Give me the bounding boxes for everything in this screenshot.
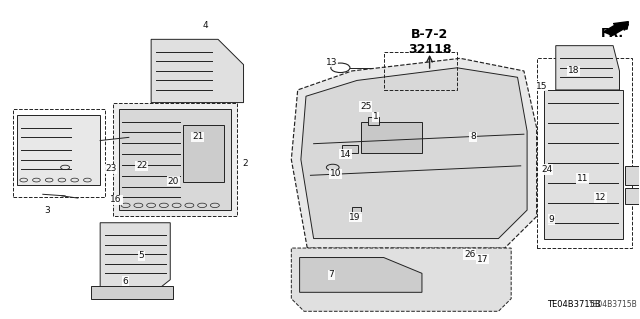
Text: 17: 17: [477, 255, 488, 263]
Polygon shape: [544, 90, 623, 239]
Text: 6: 6: [123, 277, 129, 286]
Polygon shape: [119, 109, 231, 210]
Polygon shape: [100, 223, 170, 292]
Polygon shape: [556, 46, 620, 90]
Text: 4: 4: [202, 21, 208, 30]
Polygon shape: [625, 188, 640, 204]
Text: 25: 25: [360, 102, 372, 111]
Text: 15: 15: [536, 82, 547, 91]
Text: 10: 10: [330, 169, 341, 178]
Text: 3: 3: [44, 206, 50, 215]
Text: 12: 12: [595, 193, 606, 202]
Text: 21: 21: [192, 132, 204, 141]
Text: 26: 26: [464, 250, 476, 259]
Text: 20: 20: [168, 176, 179, 186]
Text: FR.: FR.: [600, 26, 623, 40]
Polygon shape: [113, 103, 237, 216]
Polygon shape: [301, 68, 527, 239]
Text: 2: 2: [242, 159, 248, 168]
Text: 9: 9: [548, 215, 554, 224]
Text: 13: 13: [326, 58, 337, 67]
Text: 7: 7: [328, 271, 334, 279]
Bar: [13, 109, 105, 197]
Text: 5: 5: [139, 251, 145, 260]
Text: 18: 18: [568, 66, 579, 76]
Text: 11: 11: [577, 174, 588, 183]
Text: 14: 14: [340, 150, 351, 159]
Text: 22: 22: [136, 161, 147, 170]
Polygon shape: [291, 248, 511, 311]
Text: 23: 23: [106, 165, 116, 174]
FancyArrow shape: [604, 22, 628, 35]
Text: 8: 8: [470, 132, 476, 141]
Polygon shape: [625, 166, 640, 185]
Polygon shape: [291, 58, 537, 248]
Bar: [368, 117, 380, 125]
Polygon shape: [91, 286, 173, 299]
Polygon shape: [151, 39, 244, 103]
Text: 16: 16: [110, 196, 122, 204]
Polygon shape: [300, 257, 422, 292]
Bar: [384, 52, 457, 90]
Text: 1: 1: [372, 112, 378, 121]
Bar: [352, 207, 362, 213]
Text: 19: 19: [349, 212, 361, 222]
Bar: [342, 145, 358, 153]
Bar: [183, 125, 225, 182]
Text: TE04B3715B: TE04B3715B: [547, 300, 600, 309]
Polygon shape: [17, 115, 100, 185]
Text: TE04B3715B: TE04B3715B: [589, 300, 637, 309]
Bar: [362, 122, 422, 153]
Text: 24: 24: [541, 165, 552, 174]
Text: B-7-2
32118: B-7-2 32118: [408, 28, 451, 56]
